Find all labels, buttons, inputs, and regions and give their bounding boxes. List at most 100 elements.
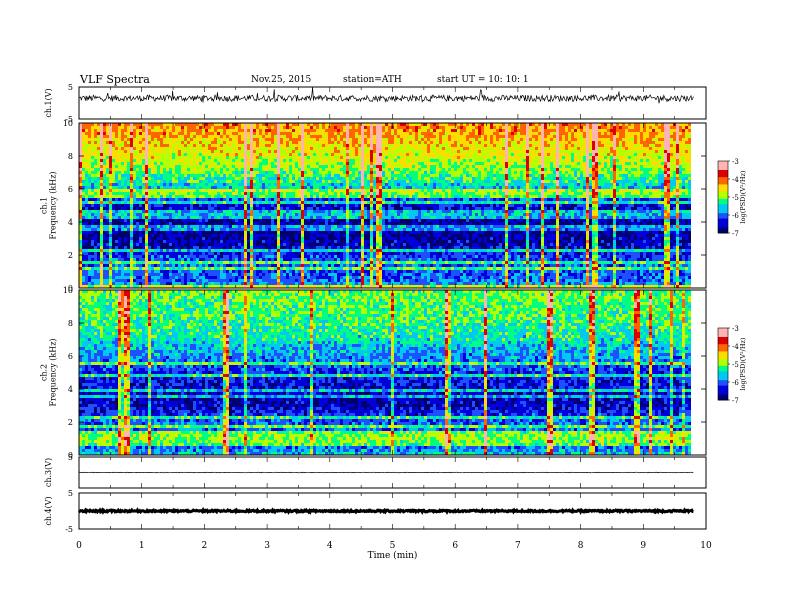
ch1-spec-cell bbox=[274, 132, 277, 135]
ch1-spec-cell bbox=[682, 174, 685, 177]
ch1-spec-cell bbox=[514, 126, 517, 129]
ch1-spec-cell bbox=[658, 150, 661, 153]
ch1-spec-cell bbox=[670, 171, 673, 174]
ch1-spec-cell bbox=[142, 144, 145, 147]
ch1-spec-cell bbox=[634, 129, 637, 132]
ch1-spec-cell bbox=[541, 144, 544, 147]
ch1-spec-cell bbox=[364, 174, 367, 177]
ch1-spec-cell bbox=[160, 132, 163, 135]
ch1-spec-cell bbox=[592, 174, 595, 177]
ch1-spec-cell bbox=[325, 168, 328, 171]
ch1-spec-cell bbox=[454, 135, 457, 138]
ch1-spec-cell bbox=[112, 135, 115, 138]
ch1-spec-cell bbox=[181, 168, 184, 171]
ch1-spec-cell bbox=[514, 174, 517, 177]
ch1-spec-cell bbox=[583, 165, 586, 168]
ch1-spec-cell bbox=[187, 141, 190, 144]
ch1-spec-cell bbox=[469, 147, 472, 150]
ch1-spec-cell bbox=[304, 162, 307, 165]
ch1-spec-cell bbox=[442, 156, 445, 159]
ch1-spec-cell bbox=[496, 135, 499, 138]
ch1-spec-cell bbox=[127, 135, 130, 138]
ch1-spec-cell bbox=[667, 129, 670, 132]
ch1-spec-cell bbox=[295, 159, 298, 162]
ch1-spec-cell bbox=[328, 159, 331, 162]
ch1-spec-cell bbox=[301, 129, 304, 132]
ch1-spec-cell bbox=[142, 126, 145, 129]
ch1-spec-cell bbox=[262, 144, 265, 147]
ch1-spec-cell bbox=[346, 159, 349, 162]
ch1-spec-cell bbox=[541, 156, 544, 159]
ch1-spec-cell bbox=[112, 153, 115, 156]
ch1-spec-cell bbox=[223, 162, 226, 165]
ch1-spec-cell bbox=[529, 159, 532, 162]
ch1-spec-cell bbox=[265, 159, 268, 162]
ch1-spec-cell bbox=[499, 132, 502, 135]
ch1-spec-cell bbox=[298, 165, 301, 168]
ch1-spec-cell bbox=[145, 153, 148, 156]
ch1-spec-cell bbox=[619, 144, 622, 147]
ch1-spec-cell bbox=[355, 162, 358, 165]
ch1-spec-cell bbox=[166, 156, 169, 159]
ch1-spec-cell bbox=[508, 168, 511, 171]
ch1-spec-cell bbox=[373, 132, 376, 135]
ch1-spec-cell bbox=[469, 141, 472, 144]
ch1-spec-cell bbox=[94, 135, 97, 138]
ch1-spec-cell bbox=[568, 144, 571, 147]
ch1-spec-cell bbox=[364, 150, 367, 153]
ch1-spec-cell bbox=[124, 174, 127, 177]
ch1-spec-cell bbox=[283, 153, 286, 156]
ch1-spec-cell bbox=[424, 156, 427, 159]
ch1-spec-cell bbox=[502, 129, 505, 132]
ch1-spec-cell bbox=[682, 156, 685, 159]
ch1-spec-cell bbox=[175, 144, 178, 147]
ch1-spec-cell bbox=[598, 153, 601, 156]
ch1-spec-cell bbox=[232, 138, 235, 141]
ch1-spec-cell bbox=[256, 150, 259, 153]
ch1-spec-cell bbox=[106, 126, 109, 129]
ch1-spec-cell bbox=[412, 126, 415, 129]
ch1-spec-cell bbox=[580, 135, 583, 138]
ch1-spec-cell bbox=[520, 129, 523, 132]
ch1-spec-cell bbox=[100, 132, 103, 135]
ch1-spec-cell bbox=[211, 141, 214, 144]
ch1-spec-cell bbox=[178, 156, 181, 159]
ch1-spec-cell bbox=[139, 177, 142, 180]
ch1-spec-cell bbox=[460, 147, 463, 150]
ch1-spec-cell bbox=[511, 135, 514, 138]
ch1-spec-cell bbox=[391, 174, 394, 177]
ch1-spec-cell bbox=[613, 144, 616, 147]
ch1-spec-cell bbox=[271, 165, 274, 168]
ch1-spec-cell bbox=[592, 144, 595, 147]
ch1-spec-cell bbox=[196, 126, 199, 129]
ch1-spec-cell bbox=[220, 147, 223, 150]
ch1-spec-cell bbox=[220, 132, 223, 135]
ch1-spec-cell bbox=[184, 141, 187, 144]
ch1-spec-cell bbox=[358, 144, 361, 147]
ch1-spec-cell bbox=[607, 135, 610, 138]
ch1-spec-cell bbox=[508, 150, 511, 153]
ch1-spec-cell bbox=[202, 165, 205, 168]
ch1-spec-cell bbox=[631, 126, 634, 129]
ch1-spec-cell bbox=[331, 156, 334, 159]
ch1-spec-cell bbox=[262, 168, 265, 171]
ch1-spec-cell bbox=[385, 153, 388, 156]
ch1-spec-cell bbox=[94, 162, 97, 165]
ch1-spec-cell bbox=[445, 171, 448, 174]
ch1-spec-cell bbox=[610, 150, 613, 153]
ch1-spec-cell bbox=[571, 135, 574, 138]
ch1-spec-cell bbox=[679, 147, 682, 150]
ch1-spec-cell bbox=[610, 138, 613, 141]
ch1-spec-cell bbox=[211, 174, 214, 177]
ch1-spec-cell bbox=[511, 165, 514, 168]
ch1-spec-cell bbox=[451, 144, 454, 147]
ch1-spec-cell bbox=[283, 165, 286, 168]
ch1-spec-cell bbox=[229, 165, 232, 168]
ch1-spec-cell bbox=[217, 159, 220, 162]
ch1-spec-cell bbox=[412, 129, 415, 132]
ch1-spec-cell bbox=[547, 165, 550, 168]
ch1-spec-cell bbox=[376, 144, 379, 147]
ch1-spec-cell bbox=[334, 135, 337, 138]
ch1-spec-cell bbox=[475, 156, 478, 159]
ch1-spec-cell bbox=[589, 138, 592, 141]
